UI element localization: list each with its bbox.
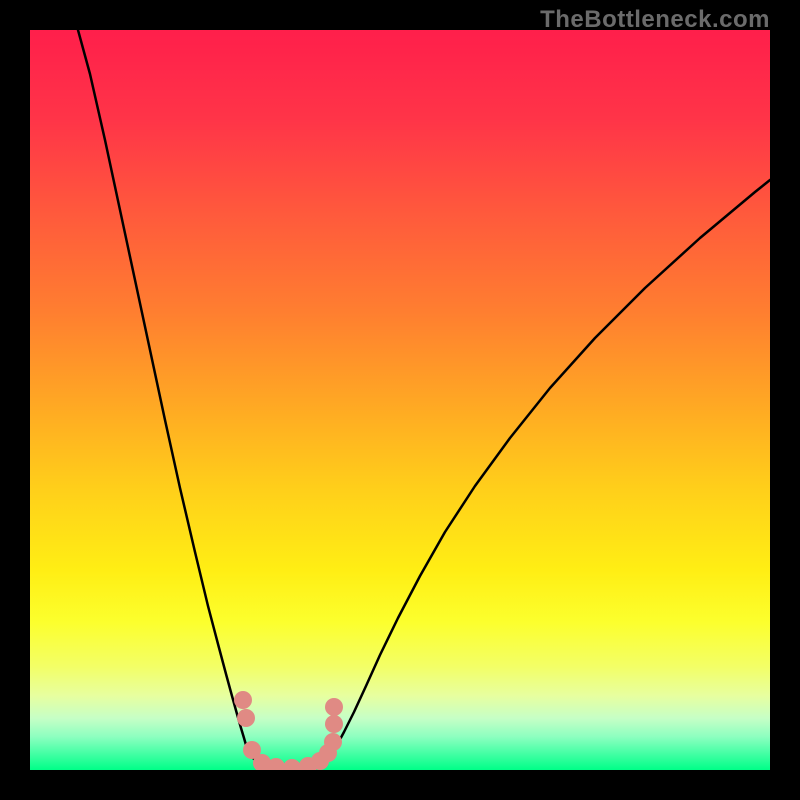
curve-markers — [234, 691, 343, 770]
bottleneck-curve — [30, 30, 770, 770]
curve-line — [78, 30, 770, 769]
curve-marker — [325, 715, 343, 733]
chart-frame: TheBottleneck.com — [0, 0, 800, 800]
curve-marker — [324, 733, 342, 751]
curve-marker — [283, 759, 301, 770]
curve-marker — [234, 691, 252, 709]
plot-area — [30, 30, 770, 770]
watermark-text: TheBottleneck.com — [540, 6, 770, 34]
curve-marker — [325, 698, 343, 716]
curve-marker — [237, 709, 255, 727]
